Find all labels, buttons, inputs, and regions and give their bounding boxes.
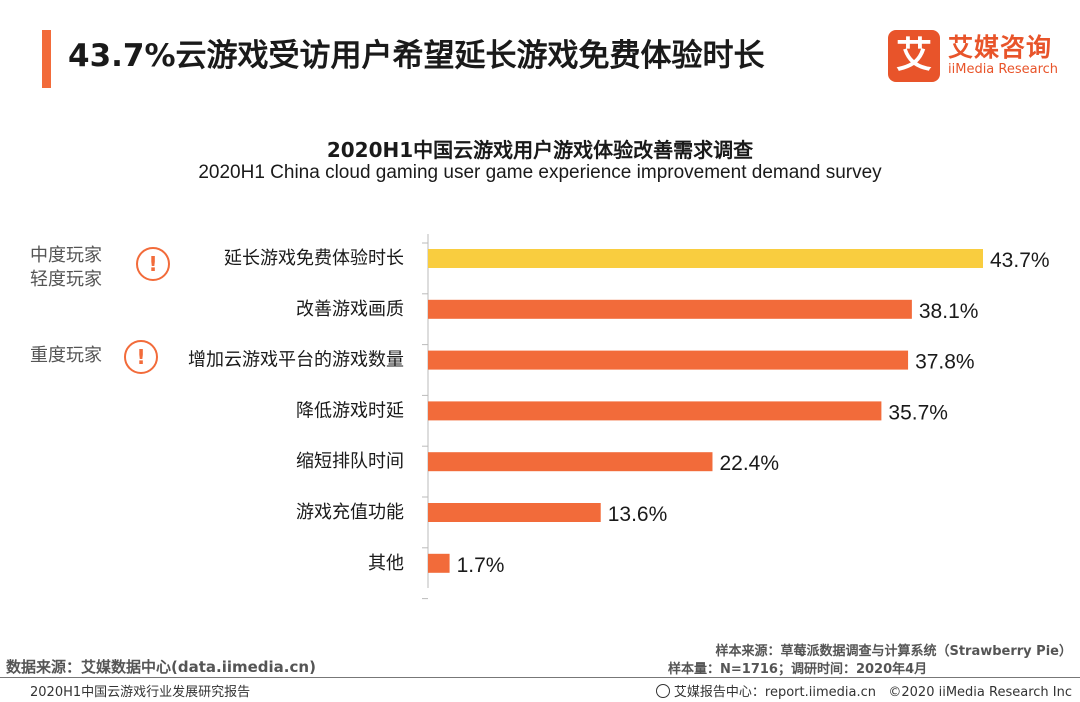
group-label-line: 轻度玩家 <box>30 269 102 290</box>
group-label-heavy: 重度玩家 <box>30 344 102 368</box>
footer-report-center: 艾媒报告中心：report.iimedia.cn <box>673 685 876 700</box>
data-label: 1.7% <box>457 554 505 577</box>
group-label-medium-light: 中度玩家 轻度玩家 <box>30 244 102 292</box>
title-accent-bar <box>42 30 51 88</box>
data-label: 37.8% <box>915 351 975 374</box>
data-label: 43.7% <box>990 249 1050 272</box>
category-label: 游戏充值功能 <box>296 502 404 523</box>
category-label: 其他 <box>368 553 404 574</box>
category-label: 增加云游戏平台的游戏数量 <box>188 350 404 371</box>
bar <box>428 452 713 472</box>
footer-copyright: 艾媒报告中心：report.iimedia.cn ©2020 iiMedia R… <box>655 681 1072 700</box>
chart-title: 2020H1中国云游戏用户游戏体验改善需求调查 <box>326 138 754 162</box>
footer-report-name: 2020H1中国云游戏行业发展研究报告 <box>30 685 251 700</box>
category-label: 延长游戏免费体验时长 <box>224 248 404 269</box>
data-label: 38.1% <box>919 300 979 323</box>
group-label-line: 中度玩家 <box>30 245 102 266</box>
data-label: 22.4% <box>719 452 779 475</box>
bar <box>428 299 912 319</box>
footer-divider <box>0 677 1080 678</box>
bar <box>428 503 601 522</box>
chart-subtitle: 2020H1 China cloud gaming user game expe… <box>198 162 882 183</box>
bar <box>428 401 882 421</box>
footer-sample-source: 样本来源：草莓派数据调查与计算系统（Strawberry Pie） <box>715 644 1072 659</box>
iimedia-logo: 艾 艾媒咨询 iiMedia Research <box>888 30 1068 86</box>
footer-copyright-text: ©2020 iiMedia Research Inc <box>888 685 1072 700</box>
logo-chinese-name: 艾媒咨询 <box>948 33 1053 62</box>
bar <box>428 249 983 268</box>
category-label: 降低游戏时延 <box>296 400 404 421</box>
bar <box>428 350 909 370</box>
data-label: 35.7% <box>888 401 948 424</box>
bar <box>428 553 450 573</box>
data-label: 13.6% <box>608 503 668 526</box>
exclamation-icon: ! <box>124 340 158 374</box>
footer-source: 数据来源：艾媒数据中心(data.iimedia.cn) <box>6 658 316 676</box>
footer-sample-size: 样本量：N=1716；调研时间：2020年4月 <box>668 662 928 677</box>
globe-icon <box>655 684 670 698</box>
group-label-line: 重度玩家 <box>30 345 102 366</box>
logo-mark-icon: 艾 <box>888 30 940 82</box>
exclamation-icon: ! <box>136 247 170 281</box>
page-title: 43.7%云游戏受访用户希望延长游戏免费体验时长 <box>68 38 765 74</box>
category-label: 缩短排队时间 <box>296 451 404 472</box>
category-label: 改善游戏画质 <box>296 299 404 320</box>
logo-english-name: iiMedia Research <box>948 62 1059 77</box>
